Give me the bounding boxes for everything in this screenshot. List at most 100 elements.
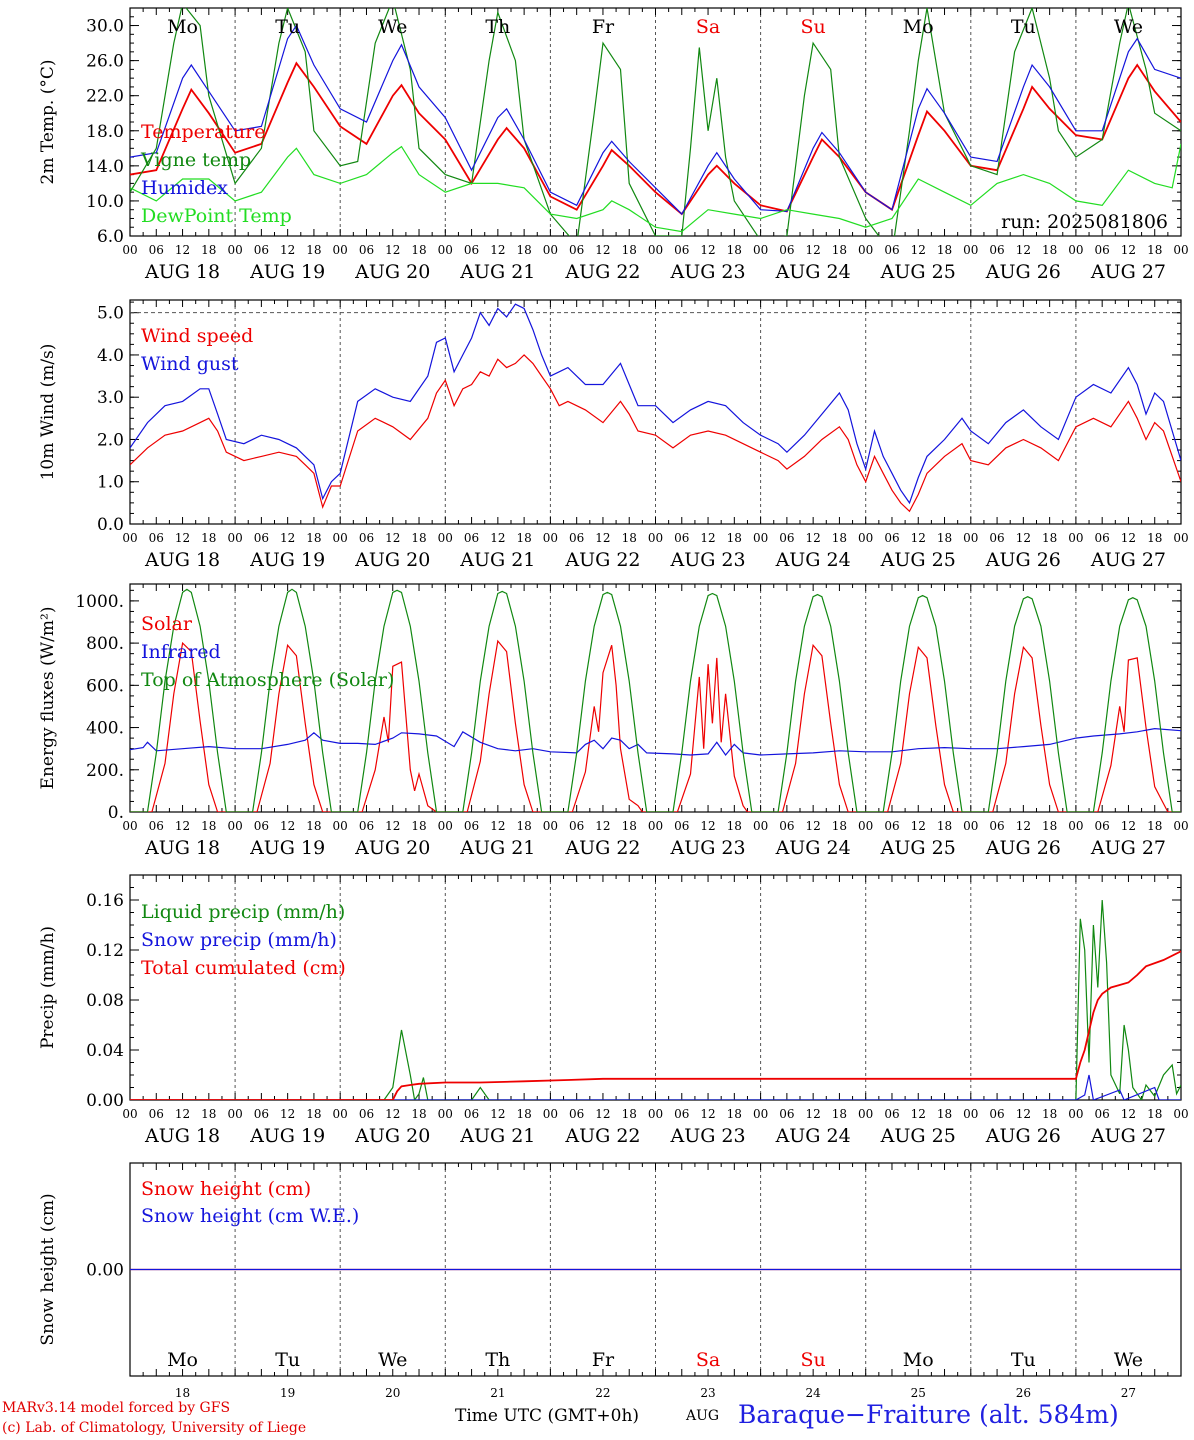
day-name-bottom: Mo <box>903 1349 934 1371</box>
x-date-label: AUG 21 <box>459 261 535 283</box>
x-hour-label: 00 <box>122 243 137 257</box>
x-hour-label: 06 <box>569 531 584 545</box>
footer-station-name: Baraque−Fraiture (alt. 584m) <box>738 1400 1119 1429</box>
x-hour-label: 18 <box>411 1107 426 1121</box>
x-hour-label: 12 <box>911 243 926 257</box>
day-name-top: We <box>378 16 407 38</box>
x-hour-label: 18 <box>937 531 952 545</box>
x-hour-label: 12 <box>490 819 505 833</box>
x-hour-label: 12 <box>385 243 400 257</box>
date-number: 25 <box>911 1386 926 1400</box>
y-tick-label: 400. <box>86 719 124 739</box>
x-hour-label: 00 <box>333 531 348 545</box>
x-hour-label: 06 <box>884 243 899 257</box>
x-hour-label: 06 <box>149 1107 164 1121</box>
panel-energy: 0. 200. 400. 600. 800. 1000. Energy fluxes (W/… <box>38 583 1189 859</box>
x-hour-label: 00 <box>858 531 873 545</box>
x-hour-label: 12 <box>911 819 926 833</box>
x-hour-label: 12 <box>280 531 295 545</box>
x-hour-label: 18 <box>1147 819 1162 833</box>
x-hour-label: 00 <box>438 819 453 833</box>
date-number: 18 <box>175 1386 190 1400</box>
x-hour-label: 06 <box>569 243 584 257</box>
x-hour-label: 12 <box>175 243 190 257</box>
x-date-label: AUG 19 <box>249 261 325 283</box>
x-hour-label: 00 <box>1173 1107 1188 1121</box>
day-name-top: Tu <box>275 16 300 38</box>
x-hour-label: 00 <box>858 243 873 257</box>
run-label: run: 2025081806 <box>1001 211 1168 233</box>
x-hour-label: 18 <box>1042 243 1057 257</box>
date-number: 19 <box>280 1386 295 1400</box>
legend-entry: Snow precip (mm/h) <box>141 929 337 951</box>
x-hour-label: 18 <box>1147 531 1162 545</box>
x-date-label: AUG 27 <box>1090 1125 1166 1147</box>
x-hour-label: 00 <box>1173 243 1188 257</box>
x-hour-label: 18 <box>1042 1107 1057 1121</box>
x-hour-label: 00 <box>227 1107 242 1121</box>
x-hour-label: 00 <box>1173 819 1188 833</box>
x-hour-label: 12 <box>385 819 400 833</box>
y-tick-label: 200. <box>86 761 124 781</box>
x-hour-label: 06 <box>149 531 164 545</box>
legend-entry: Snow height (cm) <box>141 1178 311 1200</box>
x-hour-label: 00 <box>543 531 558 545</box>
x-hour-label: 00 <box>1173 531 1188 545</box>
x-date-label: AUG 20 <box>354 837 430 859</box>
x-hour-label: 00 <box>227 243 242 257</box>
x-hour-label: 12 <box>1121 1107 1136 1121</box>
legend-entry: Top of Atmosphere (Solar) <box>141 669 394 691</box>
x-hour-label: 18 <box>727 1107 742 1121</box>
x-date-label: AUG 27 <box>1090 261 1166 283</box>
x-hour-label: 12 <box>595 1107 610 1121</box>
day-name-bottom: Tu <box>275 1349 300 1371</box>
x-hour-label: 00 <box>1068 531 1083 545</box>
x-hour-label: 18 <box>411 243 426 257</box>
day-name-bottom: Fr <box>592 1349 615 1371</box>
x-hour-label: 06 <box>674 819 689 833</box>
x-hour-label: 00 <box>963 819 978 833</box>
legend-entry: Humidex <box>141 177 228 199</box>
y-axis-label: 2m Temp. (°C) <box>38 59 58 184</box>
x-date-label: AUG 19 <box>249 1125 325 1147</box>
legend-entry: Total cumulated (cm) <box>141 957 346 979</box>
x-hour-label: 18 <box>622 819 637 833</box>
legend-entry: Wind gust <box>141 353 239 375</box>
x-hour-label: 06 <box>1095 243 1110 257</box>
day-name-bottom: Su <box>801 1349 826 1371</box>
day-name-top: Th <box>485 16 510 38</box>
x-hour-label: 06 <box>989 243 1004 257</box>
x-date-label: AUG 22 <box>564 1125 640 1147</box>
x-hour-label: 00 <box>753 819 768 833</box>
x-hour-label: 06 <box>779 1107 794 1121</box>
y-axis-label: Snow height (cm) <box>38 1193 58 1345</box>
x-date-label: AUG 20 <box>354 1125 430 1147</box>
x-hour-label: 00 <box>1068 243 1083 257</box>
x-hour-label: 00 <box>858 1107 873 1121</box>
x-date-label: AUG 24 <box>775 837 851 859</box>
x-hour-label: 12 <box>806 243 821 257</box>
y-tick-label: 2.0 <box>97 430 124 450</box>
x-hour-label: 12 <box>280 819 295 833</box>
x-date-label: AUG 27 <box>1090 837 1166 859</box>
footer-month: AUG <box>686 1408 720 1424</box>
x-hour-label: 06 <box>989 819 1004 833</box>
x-hour-label: 12 <box>595 531 610 545</box>
series-line <box>130 303 1181 505</box>
x-hour-label: 06 <box>464 243 479 257</box>
x-date-label: AUG 27 <box>1090 549 1166 571</box>
x-hour-label: 12 <box>911 531 926 545</box>
x-hour-label: 06 <box>674 243 689 257</box>
x-hour-label: 06 <box>779 243 794 257</box>
x-hour-label: 18 <box>622 1107 637 1121</box>
x-hour-label: 06 <box>254 1107 269 1121</box>
x-hour-label: 18 <box>937 243 952 257</box>
x-hour-label: 00 <box>963 243 978 257</box>
day-name-top: Mo <box>167 16 198 38</box>
x-date-label: AUG 20 <box>354 261 430 283</box>
legend-entry: Snow height (cm W.E.) <box>141 1205 359 1227</box>
x-hour-label: 00 <box>227 531 242 545</box>
date-number: 24 <box>806 1386 822 1400</box>
x-date-label: AUG 25 <box>880 1125 956 1147</box>
